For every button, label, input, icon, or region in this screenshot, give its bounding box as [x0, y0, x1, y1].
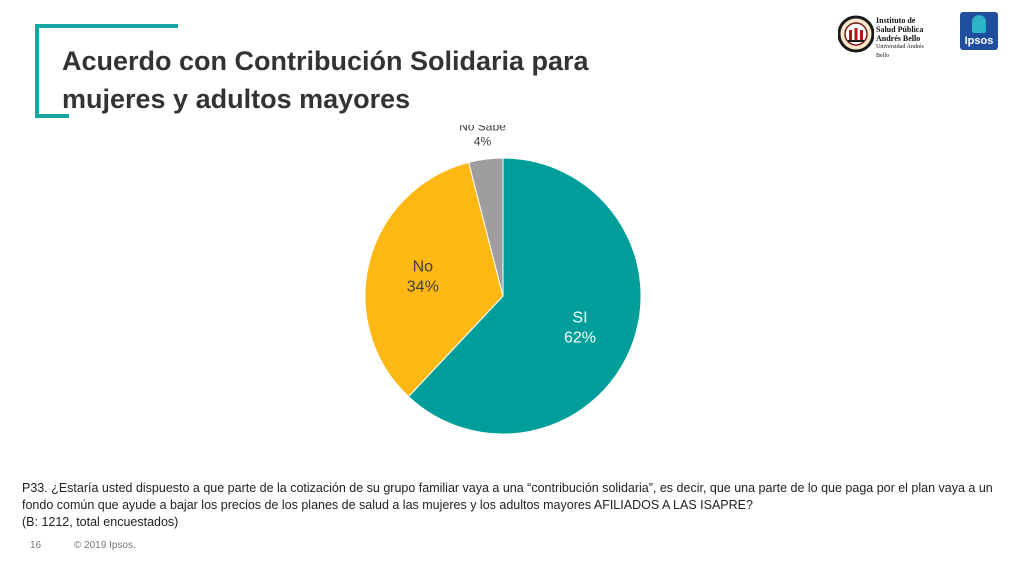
title-frame	[35, 24, 178, 118]
ipsos-logo: Ipsos	[960, 12, 998, 50]
institute-line: Andrés Bello	[876, 34, 921, 43]
institute-name: Instituto de Salud Pública Andrés Bello …	[876, 16, 938, 61]
question-note: P33. ¿Estaría usted dispuesto a que part…	[22, 480, 1002, 531]
copyright: © 2019 Ipsos.	[73, 540, 136, 551]
slice-value-label: 62%	[564, 329, 596, 346]
pie-slice-no	[364, 161, 504, 398]
slice-label: SI	[572, 309, 587, 326]
institute-line: Instituto de	[876, 16, 916, 25]
slice-value-label: 34%	[407, 278, 439, 295]
page-title: Acuerdo con Contribución Solidaria para …	[62, 46, 589, 114]
base-text: (B: 1212, total encuestados)	[22, 515, 179, 529]
question-text: P33. ¿Estaría usted dispuesto a que part…	[22, 481, 993, 512]
pie-slice-si	[407, 157, 642, 435]
ipsos-mark-icon	[972, 15, 986, 33]
title-frame-accent	[35, 114, 69, 118]
institute-line: Salud Pública	[876, 25, 924, 34]
institute-logo: Instituto de Salud Pública Andrés Bello …	[838, 14, 938, 59]
pie-slice-no-sabe	[468, 157, 504, 297]
footer: 16 © 2019 Ipsos.	[30, 540, 136, 551]
institute-seal-icon	[838, 15, 874, 53]
slice-label: No	[413, 258, 434, 275]
institute-subtitle: Universidad Andrés Bello	[876, 44, 924, 59]
page-number: 16	[30, 540, 42, 551]
slice-label: No Sabe	[459, 125, 506, 133]
ipsos-wordmark: Ipsos	[964, 35, 994, 47]
slice-value-label: 4%	[474, 134, 492, 148]
